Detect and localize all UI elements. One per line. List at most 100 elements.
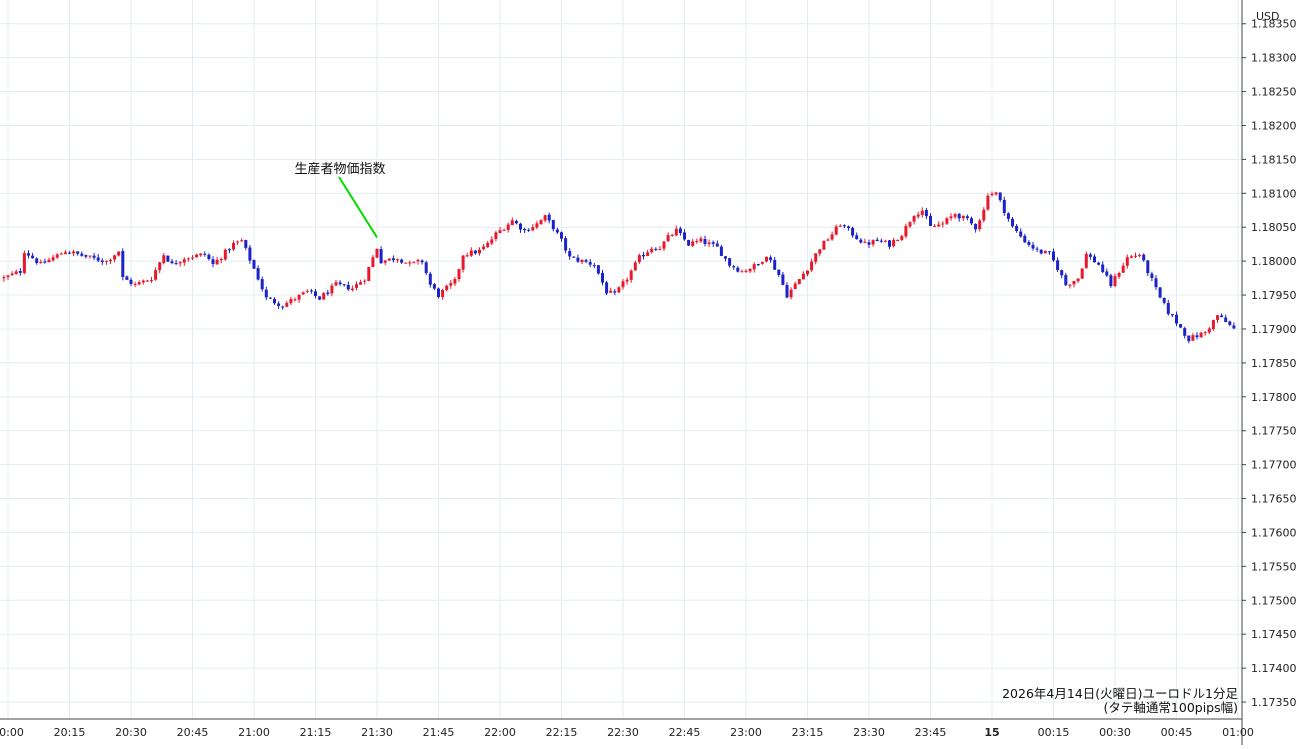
candle-up [904,225,908,237]
candle-up [1203,332,1207,334]
candle-up [51,257,55,261]
candle-up [617,287,621,293]
candle-down [1101,264,1105,273]
candle-down [1150,273,1154,279]
candle-up [658,249,662,251]
candle-up [797,279,801,285]
candle-down [1154,278,1158,288]
candle-down [314,291,317,297]
candle-up [920,210,924,215]
candle-down [756,264,760,266]
candle-down [379,249,383,264]
candle-down [318,296,322,300]
candle-up [47,259,51,263]
candle-up [457,269,461,280]
time-tick-label: 00:15 [1038,726,1070,739]
candle-up [978,220,982,230]
candle-down [346,284,350,290]
candle-up [387,258,391,261]
candle-up [240,240,244,242]
candle-down [1060,270,1064,276]
candle-down [281,306,285,308]
candle-down [965,216,969,219]
candle-down [342,284,346,286]
candle-up [871,240,875,245]
candle-down [428,273,432,285]
candle-down [129,279,133,284]
candle-up [707,242,711,245]
candle-down [1232,325,1236,329]
candle-up [1125,257,1129,266]
candle-up [637,255,641,263]
candle-up [1129,256,1133,258]
candle-up [826,239,830,241]
candle-down [1006,213,1010,219]
candle-up [334,282,338,286]
candle-down [683,232,686,240]
time-tick-label: 21:45 [423,726,455,739]
candle-down [1011,218,1014,227]
candle-up [297,294,301,300]
candle-up [744,270,748,272]
candle-up [953,214,957,217]
annotation-label: 生産者物価指数 [294,161,385,177]
candle-up [330,285,334,294]
candle-down [43,261,47,263]
candle-down [1228,321,1232,325]
candle-up [1191,335,1195,341]
candle-down [773,259,777,270]
price-tick-label: 1.17400 [1251,662,1297,675]
candle-down [1224,317,1228,323]
candle-up [469,250,473,256]
currency-label[interactable]: USD [1256,10,1280,23]
candle-down [473,250,477,254]
candle-down [1097,262,1101,265]
candle-down [1019,231,1023,237]
candle-up [449,283,453,286]
candle-up [39,261,43,264]
candle-up [150,280,153,282]
candle-down [605,282,609,294]
candle-up [1121,265,1125,273]
candle-up [748,268,752,272]
candle-down [957,213,961,219]
candle-down [400,259,404,263]
price-tick-label: 1.18250 [1251,86,1297,99]
candle-down [855,235,859,240]
candle-up [498,230,502,234]
price-tick-label: 1.17850 [1251,357,1297,370]
candle-up [506,224,510,230]
candle-up [453,278,457,284]
price-tick-label: 1.18300 [1251,52,1297,65]
candle-down [252,260,256,269]
annotation-group: 生産者物価指数 [294,161,386,238]
candle-up [1134,255,1137,257]
candle-up [1113,276,1117,287]
candle-down [80,253,84,256]
candle-up [191,257,194,259]
candle-down [207,254,211,260]
candle-up [621,281,625,288]
candle-up [2,277,6,279]
candle-down [592,265,596,267]
candle-up [838,225,842,227]
candle-up [941,223,945,225]
candle-up [801,273,805,280]
candle-down [1142,254,1146,261]
candle-up [359,282,363,285]
candle-down [84,255,88,257]
candle-up [117,251,121,256]
candle-down [703,239,707,244]
candle-down [100,260,104,262]
candle-up [137,282,141,285]
candle-down [588,262,592,265]
candle-up [1117,273,1121,277]
candle-down [687,240,691,246]
candle-down [613,291,617,293]
candle-down [27,253,30,256]
candle-up [486,242,490,248]
candle-up [465,255,469,257]
candle-down [68,252,71,254]
candle-up [293,299,297,301]
